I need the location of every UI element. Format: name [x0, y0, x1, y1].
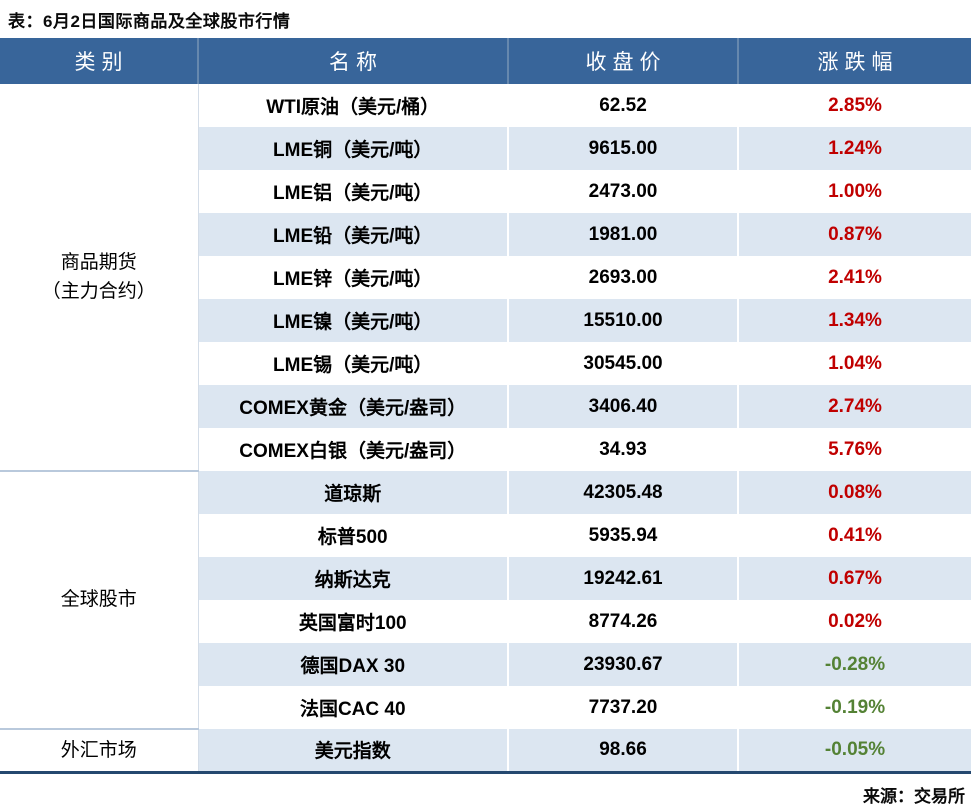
instrument-name-cell: 纳斯达克: [198, 557, 508, 600]
header-change: 涨跌幅: [737, 38, 971, 84]
change-percent-cell: 0.02%: [737, 600, 971, 643]
close-price-cell: 34.93: [507, 428, 738, 471]
header-category: 类别: [0, 38, 198, 84]
table-row: LME铝（美元/吨） 2473.00 1.00%: [0, 170, 971, 213]
category-label-line: （主力合约）: [41, 281, 156, 302]
table-row: COMEX黄金（美元/盎司） 3406.40 2.74%: [0, 385, 971, 428]
table-row: COMEX白银（美元/盎司） 34.93 5.76%: [0, 428, 971, 471]
change-percent-cell: -0.05%: [737, 729, 971, 774]
source-note: 来源：交易所: [863, 786, 965, 806]
close-price-cell: 5935.94: [507, 514, 738, 557]
change-percent-cell: 1.24%: [737, 127, 971, 170]
instrument-name-cell: LME锌（美元/吨）: [198, 256, 508, 299]
change-percent-cell: -0.28%: [737, 643, 971, 686]
instrument-name-cell: COMEX白银（美元/盎司）: [198, 428, 508, 471]
change-percent-cell: -0.19%: [737, 686, 971, 729]
change-percent-cell: 1.04%: [737, 342, 971, 385]
table-row: LME锡（美元/吨） 30545.00 1.04%: [0, 342, 971, 385]
instrument-name-cell: 英国富时100: [198, 600, 508, 643]
instrument-name-cell: COMEX黄金（美元/盎司）: [198, 385, 508, 428]
table-row: 纳斯达克 19242.61 0.67%: [0, 557, 971, 600]
category-label-line: 商品期货: [60, 251, 137, 273]
table-header: 类别 名称 收盘价 涨跌幅: [0, 38, 971, 84]
close-price-cell: 19242.61: [507, 557, 738, 600]
instrument-name-cell: LME铅（美元/吨）: [198, 213, 508, 256]
table-row: LME铜（美元/吨） 9615.00 1.24%: [0, 127, 971, 170]
change-percent-cell: 2.41%: [737, 256, 971, 299]
market-table: 类别 名称 收盘价 涨跌幅 商品期货 （主力合约） WTI原油（美元/桶） 62.52…: [0, 38, 971, 774]
instrument-name-cell: LME铜（美元/吨）: [198, 127, 508, 170]
close-price-cell: 8774.26: [507, 600, 738, 643]
close-price-cell: 2693.00: [507, 256, 738, 299]
table-row: 标普500 5935.94 0.41%: [0, 514, 971, 557]
change-percent-cell: 1.00%: [737, 170, 971, 213]
change-percent-cell: 2.85%: [737, 84, 971, 127]
instrument-name-cell: LME锡（美元/吨）: [198, 342, 508, 385]
page-title: 表：6月2日国际商品及全球股市行情: [8, 12, 291, 31]
instrument-name-cell: LME镍（美元/吨）: [198, 299, 508, 342]
close-price-cell: 42305.48: [507, 471, 738, 514]
close-price-cell: 15510.00: [507, 299, 738, 342]
instrument-name-cell: 法国CAC 40: [198, 686, 508, 729]
table-row: 商品期货 （主力合约） WTI原油（美元/桶） 62.52 2.85%: [0, 84, 971, 471]
category-cell: 全球股市: [0, 470, 199, 729]
change-percent-cell: 5.76%: [737, 428, 971, 471]
instrument-name-cell: 道琼斯: [198, 471, 508, 514]
header-close: 收盘价: [507, 38, 738, 84]
close-price-cell: 23930.67: [507, 643, 738, 686]
close-price-cell: 7737.20: [507, 686, 738, 729]
header-row: 类别 名称 收盘价 涨跌幅: [0, 38, 971, 84]
close-price-cell: 1981.00: [507, 213, 738, 256]
instrument-name-cell: WTI原油（美元/桶）: [198, 84, 508, 127]
close-price-cell: 30545.00: [507, 342, 738, 385]
instrument-name-cell: 标普500: [198, 514, 508, 557]
category-label-line: 全球股市: [60, 589, 137, 611]
table-body: 商品期货 （主力合约） WTI原油（美元/桶） 62.52 2.85% LME铜（美元/吨…: [0, 84, 971, 774]
close-price-cell: 62.52: [507, 84, 738, 127]
instrument-name-cell: 德国DAX 30: [198, 643, 508, 686]
close-price-cell: 3406.40: [507, 385, 738, 428]
instrument-name-cell: LME铝（美元/吨）: [198, 170, 508, 213]
change-percent-cell: 0.87%: [737, 213, 971, 256]
table-row: LME锌（美元/吨） 2693.00 2.41%: [0, 256, 971, 299]
table-row: 外汇市场 美元指数 98.66 -0.05%: [0, 728, 971, 774]
category-cell: 商品期货 （主力合约）: [0, 84, 199, 471]
table-row: LME铅（美元/吨） 1981.00 0.87%: [0, 213, 971, 256]
change-percent-cell: 2.74%: [737, 385, 971, 428]
instrument-name-cell: 美元指数: [198, 729, 508, 774]
table-row: 法国CAC 40 7737.20 -0.19%: [0, 686, 971, 729]
table-row: LME镍（美元/吨） 15510.00 1.34%: [0, 299, 971, 342]
change-percent-cell: 0.41%: [737, 514, 971, 557]
close-price-cell: 98.66: [507, 729, 738, 774]
header-name: 名称: [197, 38, 508, 84]
change-percent-cell: 1.34%: [737, 299, 971, 342]
category-cell: 外汇市场: [0, 728, 199, 774]
table-row: 英国富时100 8774.26 0.02%: [0, 600, 971, 643]
close-price-cell: 2473.00: [507, 170, 738, 213]
close-price-cell: 9615.00: [507, 127, 738, 170]
change-percent-cell: 0.67%: [737, 557, 971, 600]
table-row: 德国DAX 30 23930.67 -0.28%: [0, 643, 971, 686]
category-label-line: 外汇市场: [60, 739, 137, 761]
table-row: 全球股市 道琼斯 42305.48 0.08%: [0, 470, 971, 729]
change-percent-cell: 0.08%: [737, 471, 971, 514]
